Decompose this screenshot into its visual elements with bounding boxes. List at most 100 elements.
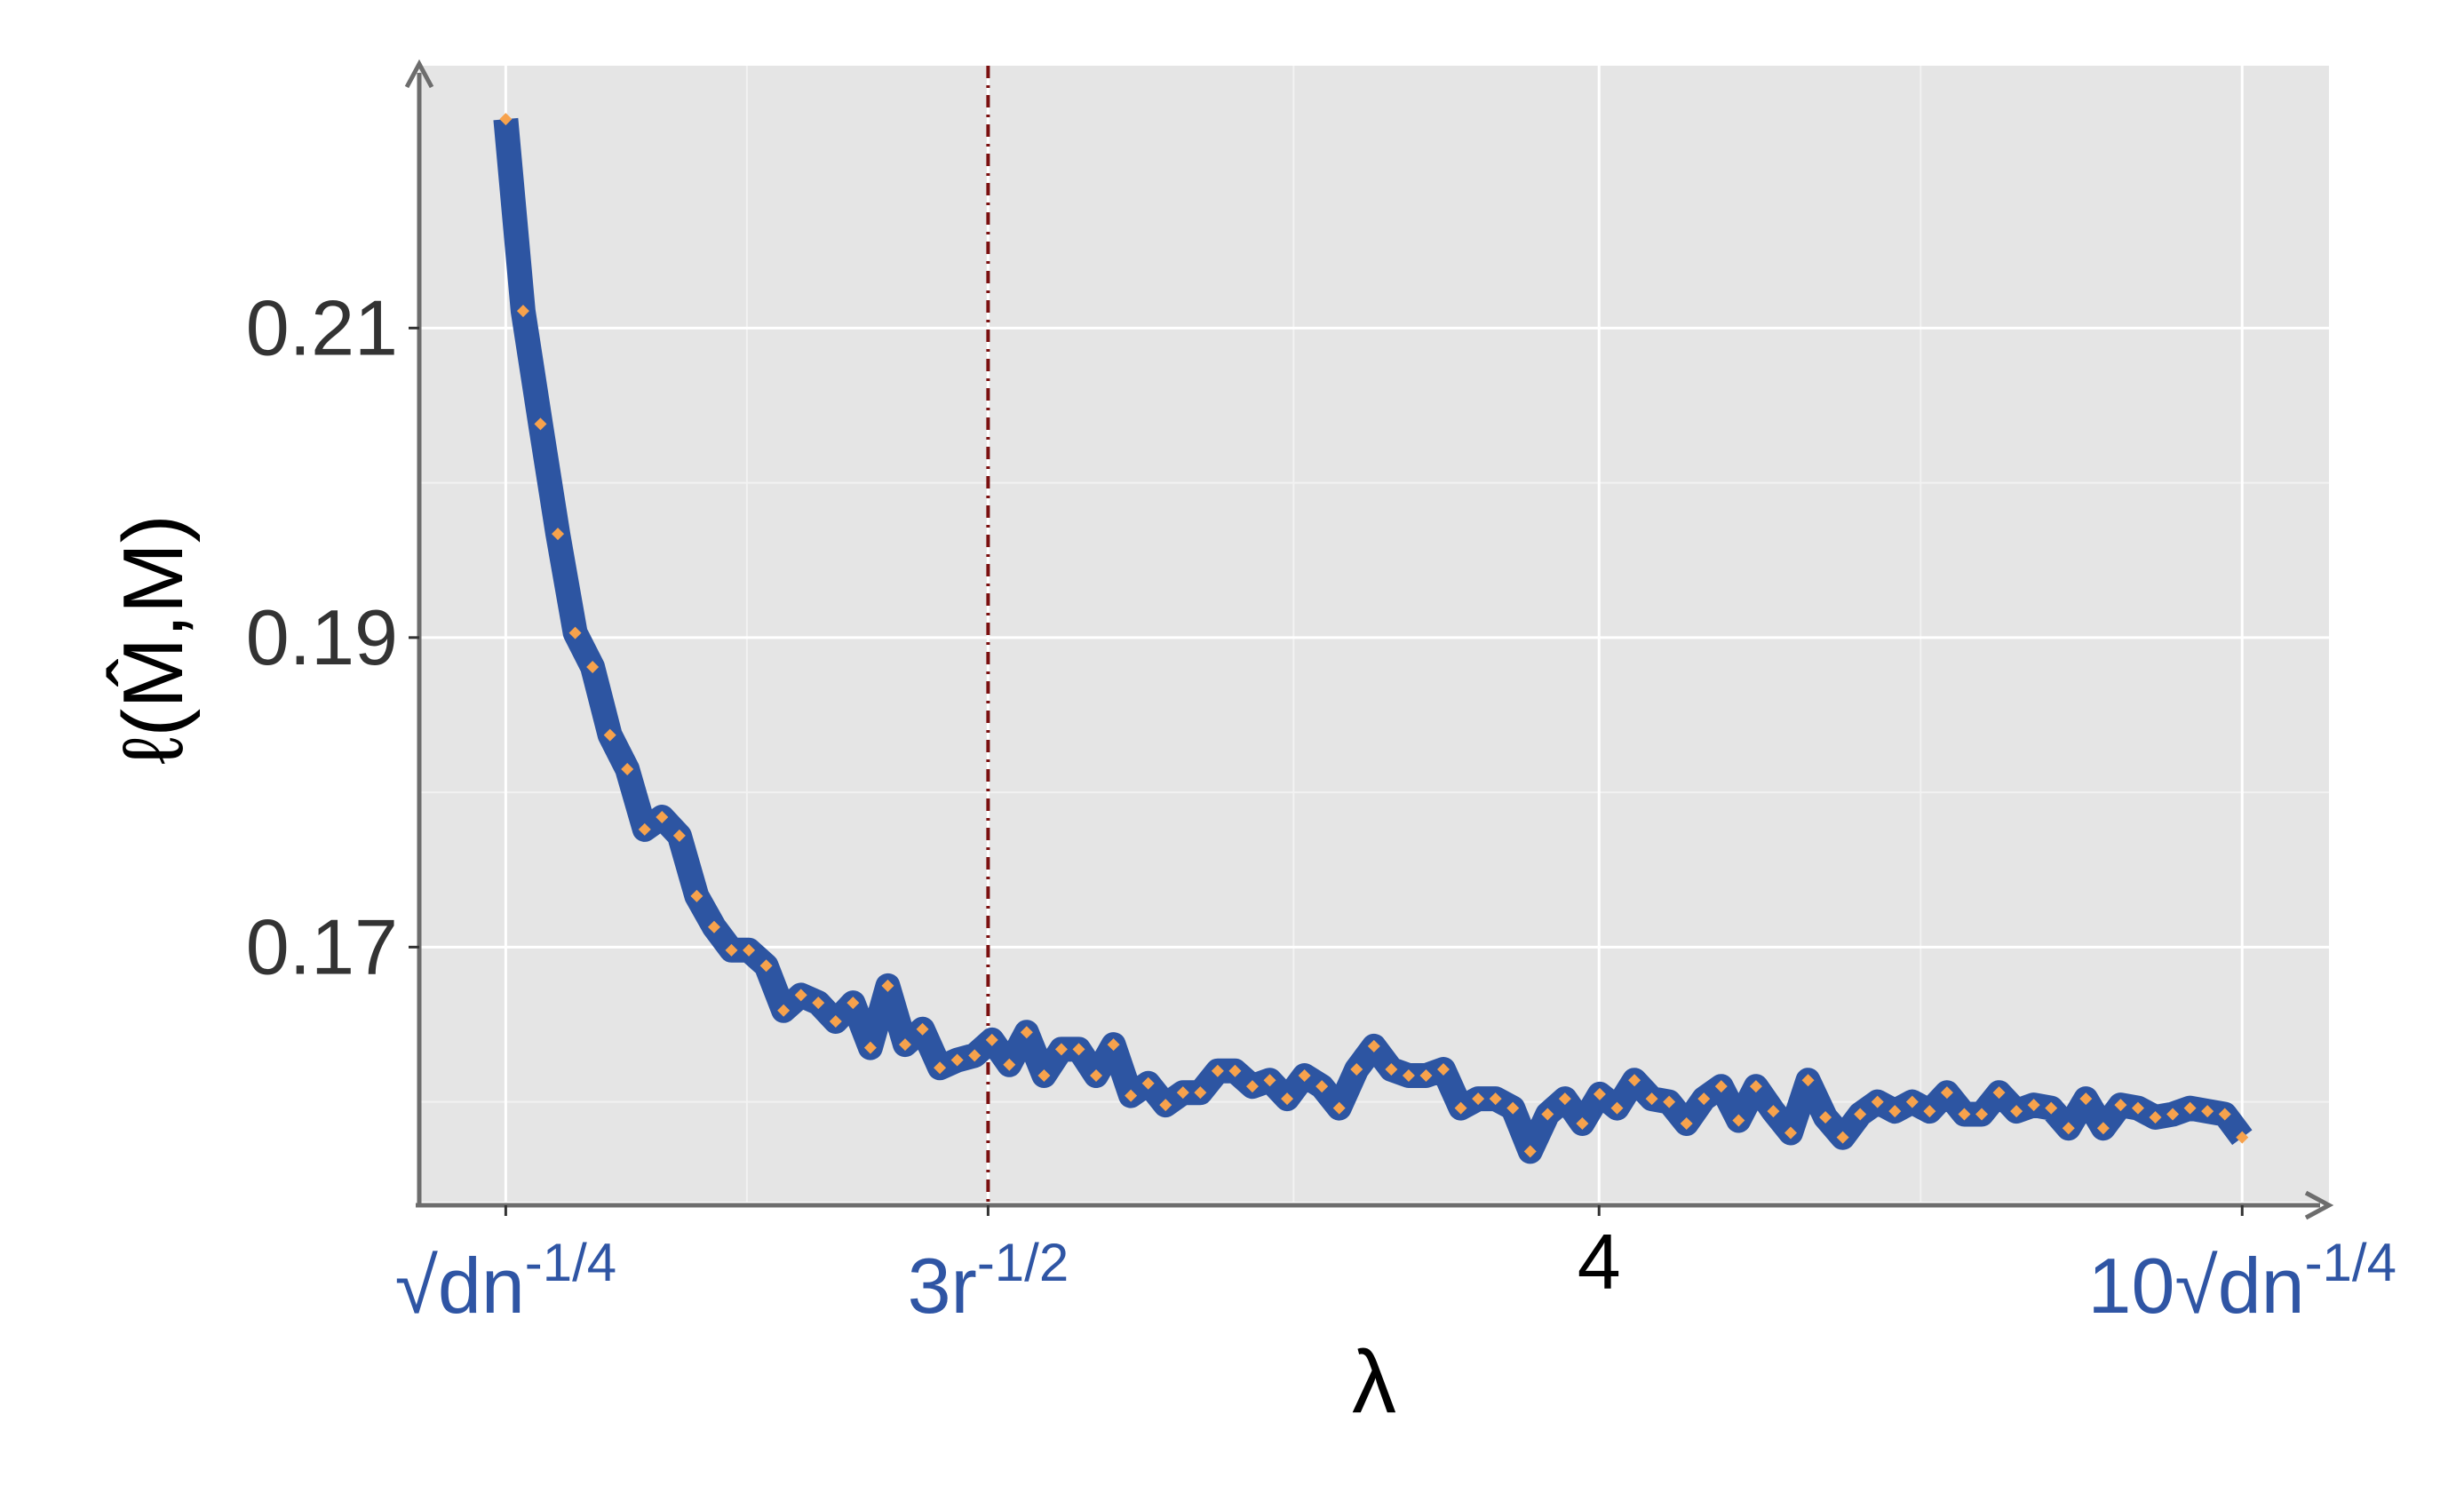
data-point <box>916 1022 929 1036</box>
data-point <box>707 920 720 933</box>
data-point <box>899 1038 912 1052</box>
data-point <box>2045 1101 2058 1115</box>
data-point <box>1558 1092 1571 1106</box>
data-point <box>847 997 860 1010</box>
data-point <box>1037 1068 1051 1082</box>
data-point <box>672 829 686 842</box>
data-point <box>968 1049 982 1062</box>
x-tick-label-main: 10√dn <box>2088 1242 2305 1330</box>
data-point <box>1680 1117 1693 1131</box>
data-point <box>812 997 825 1010</box>
data-point <box>1940 1086 1953 1100</box>
data-point <box>1905 1095 1919 1108</box>
data-point <box>1836 1131 1849 1144</box>
x-tick-label-superscript: -1/2 <box>977 1233 1069 1292</box>
data-point <box>1645 1092 1658 1106</box>
x-tick-label-main: √dn <box>395 1242 525 1330</box>
y-axis-title: ℓ(M̂,M) <box>105 514 201 765</box>
data-point <box>1263 1074 1276 1087</box>
x-tick-label: √dn-1/4 <box>395 1233 617 1330</box>
data-point <box>1437 1063 1451 1076</box>
data-point <box>725 943 738 957</box>
data-point <box>1714 1080 1728 1093</box>
data-point <box>1975 1108 1989 1121</box>
x-axis-arrow <box>2304 1190 2334 1220</box>
data-point <box>2236 1131 2249 1144</box>
data-point <box>829 1014 842 1028</box>
data-point <box>2218 1108 2231 1121</box>
data-point <box>1107 1038 1120 1052</box>
data-point <box>1663 1095 1676 1108</box>
data-point <box>1923 1105 1936 1118</box>
data-point <box>1054 1043 1068 1056</box>
data-point <box>2062 1122 2075 1135</box>
data-point <box>2114 1099 2127 1112</box>
data-point <box>1489 1092 1502 1106</box>
data-point <box>759 959 773 973</box>
data-point <box>1211 1064 1224 1077</box>
data-point <box>1593 1087 1606 1100</box>
data-point <box>603 728 616 742</box>
data-point <box>1003 1058 1016 1071</box>
data-point <box>1767 1105 1780 1118</box>
data-point <box>1141 1076 1155 1090</box>
data-point <box>2027 1099 2040 1112</box>
data-point <box>2183 1101 2197 1115</box>
data-point <box>1090 1068 1103 1082</box>
data-point <box>1784 1126 1797 1140</box>
data-point <box>1245 1080 1259 1093</box>
data-point <box>1385 1063 1398 1076</box>
data-point <box>1228 1064 1242 1077</box>
data-point <box>1819 1111 1832 1124</box>
data-point <box>534 417 547 431</box>
data-point <box>2166 1108 2180 1121</box>
x-tick-label: 4 <box>1578 1218 1621 1306</box>
data-point <box>1732 1114 1745 1127</box>
data-point <box>638 822 651 836</box>
data-point <box>985 1033 998 1046</box>
y-tick-label: 0.19 <box>246 593 398 681</box>
data-point <box>1315 1080 1329 1093</box>
data-point <box>2131 1101 2144 1115</box>
data-point <box>1402 1068 1415 1082</box>
data-point <box>1749 1080 1762 1093</box>
data-point <box>552 528 565 541</box>
data-point <box>794 989 807 1002</box>
data-point <box>621 762 634 775</box>
data-point <box>1350 1063 1363 1076</box>
data-point <box>2149 1111 2162 1124</box>
data-point <box>516 305 529 318</box>
y-tick-label: 0.21 <box>246 283 398 371</box>
data-point <box>1541 1108 1554 1121</box>
y-axis-arrow <box>404 59 434 89</box>
data-point <box>1610 1101 1624 1115</box>
data-point <box>950 1053 964 1067</box>
data-point <box>863 1041 877 1054</box>
x-tick-label-superscript: -1/4 <box>525 1233 616 1292</box>
data-point <box>2096 1122 2110 1135</box>
data-point <box>1125 1089 1138 1102</box>
data-point <box>1871 1095 1884 1108</box>
data-point <box>1958 1108 1971 1121</box>
data-point <box>656 810 669 823</box>
data-point <box>1697 1092 1711 1106</box>
data-point <box>1523 1145 1537 1158</box>
y-tick-label: 0.17 <box>246 902 398 990</box>
data-point <box>1176 1086 1189 1100</box>
data-point <box>777 1004 791 1017</box>
data-point <box>1854 1108 1867 1121</box>
data-point <box>1992 1086 2006 1100</box>
data-point <box>1576 1117 1589 1131</box>
x-tick-label: 3r-1/2 <box>908 1233 1069 1330</box>
data-point <box>586 660 600 673</box>
x-tick-label-main: 3r <box>908 1242 977 1330</box>
x-tick-label-superscript: -1/4 <box>2305 1233 2396 1292</box>
data-point <box>1072 1043 1085 1056</box>
data-point <box>690 889 703 902</box>
x-axis-title: λ <box>1352 1332 1396 1432</box>
axes <box>404 59 2334 1220</box>
data-point <box>1159 1099 1172 1112</box>
x-tick-label: 10√dn-1/4 <box>2088 1233 2396 1330</box>
